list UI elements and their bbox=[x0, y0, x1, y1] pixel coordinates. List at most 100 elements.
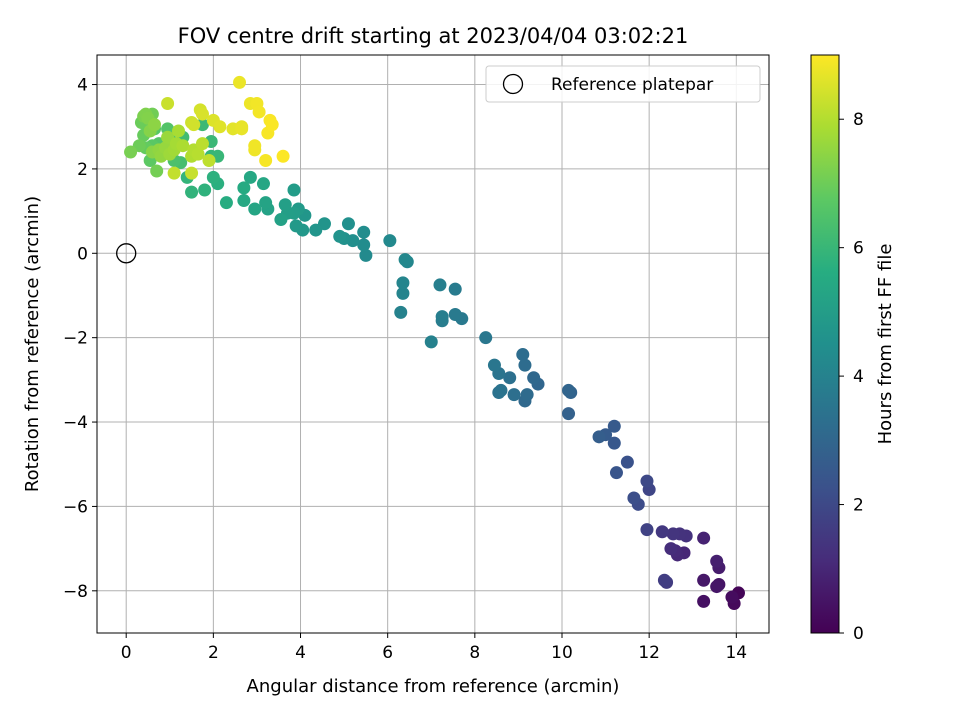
data-point bbox=[309, 223, 323, 237]
data-point bbox=[191, 147, 205, 161]
x-tick-label: 2 bbox=[208, 643, 219, 663]
data-point bbox=[725, 590, 739, 604]
data-point bbox=[494, 383, 508, 397]
data-point bbox=[640, 474, 654, 488]
data-point bbox=[620, 455, 634, 469]
data-point bbox=[516, 348, 530, 362]
data-point bbox=[161, 97, 175, 111]
data-point bbox=[243, 170, 257, 184]
data-point bbox=[592, 430, 606, 444]
plot-frame bbox=[96, 54, 770, 634]
data-point bbox=[248, 202, 262, 216]
data-point bbox=[287, 183, 301, 197]
data-point bbox=[233, 75, 247, 89]
data-point bbox=[487, 358, 501, 372]
data-point bbox=[479, 331, 493, 345]
legend-label-reference: Reference platepar bbox=[551, 75, 713, 95]
data-point bbox=[607, 419, 621, 433]
data-point bbox=[697, 573, 711, 587]
data-point bbox=[171, 124, 185, 138]
data-point bbox=[697, 594, 711, 608]
data-point bbox=[252, 105, 266, 119]
data-point bbox=[448, 282, 462, 296]
data-point bbox=[396, 276, 410, 290]
data-point bbox=[333, 229, 347, 243]
y-tick-label: −8 bbox=[63, 582, 88, 602]
data-point bbox=[195, 137, 209, 151]
data-point bbox=[527, 371, 541, 385]
x-tick-label: 14 bbox=[725, 643, 747, 663]
data-point bbox=[357, 238, 371, 252]
data-point bbox=[562, 383, 576, 397]
y-axis-label: Rotation from reference (arcmin) bbox=[22, 196, 43, 492]
colorbar-tick-label: 8 bbox=[853, 110, 864, 130]
data-point bbox=[176, 139, 190, 153]
colorbar-gradient bbox=[811, 55, 839, 633]
x-tick-label: 10 bbox=[551, 643, 573, 663]
x-tick-label: 12 bbox=[638, 643, 660, 663]
data-point bbox=[518, 358, 532, 372]
data-point bbox=[237, 194, 251, 208]
x-axis-ticks: 0 2 4 6 8 10 12 14 bbox=[121, 633, 747, 663]
data-point bbox=[259, 153, 273, 167]
x-tick-label: 8 bbox=[469, 643, 480, 663]
reference-marker bbox=[116, 243, 137, 264]
x-axis-label: Angular distance from reference (arcmin) bbox=[247, 676, 620, 697]
colorbar-tick-label: 4 bbox=[853, 367, 864, 387]
data-point bbox=[398, 253, 412, 267]
legend: Reference platepar bbox=[485, 65, 761, 103]
y-tick-label: −2 bbox=[63, 329, 88, 349]
data-point bbox=[562, 407, 576, 421]
colorbar: 0 2 4 6 8 Hours from first FF file bbox=[810, 54, 896, 644]
data-point bbox=[666, 527, 680, 541]
data-point bbox=[341, 217, 355, 231]
data-point bbox=[198, 183, 212, 197]
colorbar-tick-label: 6 bbox=[853, 239, 864, 259]
data-point bbox=[202, 153, 216, 167]
data-point bbox=[148, 118, 162, 132]
data-point bbox=[276, 149, 290, 163]
legend-box bbox=[485, 65, 761, 103]
data-point bbox=[237, 181, 251, 195]
data-point bbox=[248, 139, 262, 153]
data-point bbox=[394, 305, 408, 319]
data-point bbox=[424, 335, 438, 349]
colorbar-tick-label: 0 bbox=[853, 624, 864, 644]
y-tick-label: 2 bbox=[77, 160, 88, 180]
x-tick-label: 4 bbox=[295, 643, 306, 663]
data-point bbox=[185, 185, 199, 199]
data-point bbox=[265, 118, 279, 132]
data-point bbox=[235, 122, 249, 136]
x-tick-label: 6 bbox=[382, 643, 393, 663]
data-point bbox=[278, 198, 292, 212]
x-tick-label: 0 bbox=[121, 643, 132, 663]
data-point bbox=[507, 388, 521, 402]
data-point bbox=[655, 525, 669, 539]
data-point bbox=[206, 170, 220, 184]
data-point bbox=[359, 248, 373, 262]
data-point bbox=[213, 120, 227, 134]
data-point bbox=[607, 436, 621, 450]
data-point bbox=[185, 166, 199, 180]
y-tick-label: 0 bbox=[77, 244, 88, 264]
data-point bbox=[396, 286, 410, 300]
data-point bbox=[195, 107, 209, 121]
y-tick-label: 4 bbox=[77, 76, 88, 96]
data-point bbox=[256, 177, 270, 191]
data-point bbox=[640, 523, 654, 537]
data-point bbox=[710, 580, 724, 594]
y-tick-label: −4 bbox=[63, 413, 88, 433]
points bbox=[124, 75, 745, 610]
data-point bbox=[435, 310, 449, 324]
data-point bbox=[664, 542, 678, 556]
data-point bbox=[627, 491, 641, 505]
data-point bbox=[167, 166, 181, 180]
data-point bbox=[520, 388, 534, 402]
data-point bbox=[710, 554, 724, 568]
data-point bbox=[259, 196, 273, 210]
colorbar-ticks: 0 2 4 6 8 bbox=[839, 110, 864, 644]
y-tick-label: −6 bbox=[63, 497, 88, 517]
data-point bbox=[433, 278, 447, 292]
data-point bbox=[219, 196, 233, 210]
